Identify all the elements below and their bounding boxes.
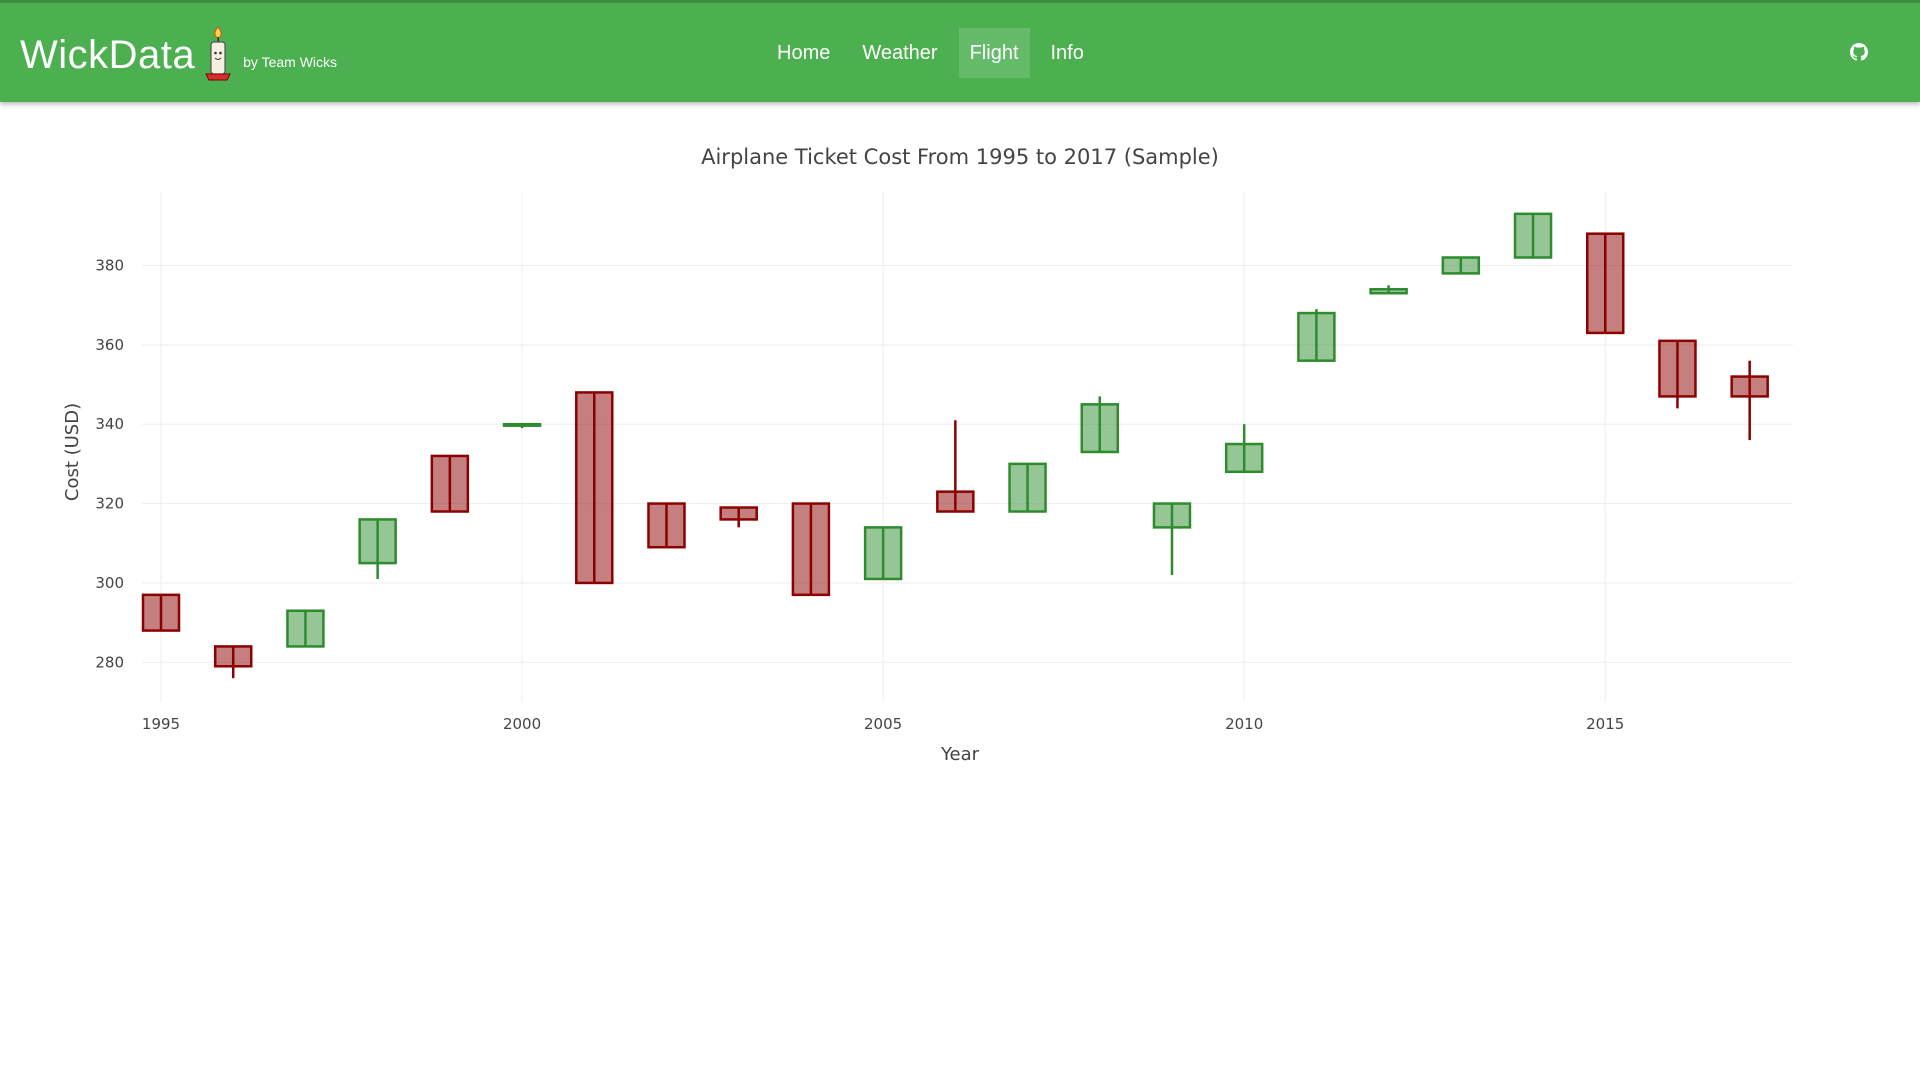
candle-body: [358, 518, 397, 565]
candle: [213, 645, 253, 679]
brand-subtitle: by Team Wicks: [243, 54, 338, 70]
candle-body: [1730, 375, 1769, 398]
y-tick-label: 280: [95, 653, 124, 671]
candle: [1441, 256, 1481, 275]
candle-body: [286, 609, 325, 648]
candle: [358, 518, 397, 579]
candle-body: [575, 391, 614, 585]
candle-body: [1297, 311, 1336, 362]
x-axis-ticks: 1995 2000 2005 2010 2015: [142, 715, 1624, 733]
candle-body: [863, 526, 903, 581]
candle: [1080, 396, 1120, 454]
candle-body: [141, 593, 181, 632]
candle: [1369, 285, 1408, 295]
y-axis-label: Cost (USD): [62, 403, 83, 501]
candle: [286, 609, 325, 648]
candle: [1585, 232, 1625, 335]
candle: [719, 506, 758, 528]
candle-body: [213, 645, 253, 668]
x-axis-label: Year: [940, 744, 980, 765]
candle: [1513, 212, 1553, 259]
x-tick-label: 2005: [864, 715, 902, 733]
nav-info[interactable]: Info: [1050, 42, 1084, 64]
nav-home[interactable]: Home: [777, 42, 831, 64]
candle-body: [936, 490, 975, 513]
candle-body: [1152, 502, 1192, 529]
candles: [141, 212, 1769, 679]
candle-body: [1658, 339, 1697, 398]
candle: [1730, 360, 1769, 441]
candle: [141, 593, 181, 632]
brand[interactable]: WickData by Team Wicks: [20, 25, 337, 85]
y-tick-label: 360: [95, 336, 124, 354]
y-tick-label: 300: [95, 574, 124, 592]
candle: [575, 391, 614, 585]
candle-body: [1008, 462, 1047, 513]
navbar: WickData by Team Wicks Home Weather Flig…: [0, 0, 1920, 102]
github-icon[interactable]: [1850, 43, 1868, 61]
brand-name[interactable]: WickData: [20, 32, 196, 77]
nav-flight[interactable]: Flight: [958, 28, 1030, 78]
candle: [1658, 339, 1697, 409]
y-tick-label: 340: [95, 415, 124, 433]
candle-body: [719, 506, 758, 521]
x-tick-label: 2015: [1586, 715, 1624, 733]
candle: [430, 454, 470, 513]
candle: [1152, 502, 1192, 575]
candle: [502, 422, 542, 429]
y-tick-label: 320: [95, 495, 124, 513]
y-axis-ticks: 280 300 320 340 360 380: [95, 256, 124, 671]
candle-body: [1369, 288, 1408, 295]
candle-body: [647, 502, 686, 549]
nav-weather[interactable]: Weather: [862, 42, 938, 64]
x-tick-label: 1995: [142, 715, 180, 733]
candle: [863, 526, 903, 581]
candle: [647, 502, 686, 549]
candle-body: [1224, 442, 1264, 474]
candle-body: [430, 454, 470, 513]
x-tick-label: 2000: [503, 715, 541, 733]
y-tick-label: 380: [95, 256, 124, 274]
x-tick-label: 2010: [1225, 715, 1263, 733]
candle-body: [791, 502, 831, 597]
candle-body: [1080, 403, 1120, 454]
nav-links: Home Weather Flight Info: [766, 28, 1105, 78]
chart-title: Airplane Ticket Cost From 1995 to 2017 (…: [701, 145, 1219, 169]
candle: [1297, 309, 1336, 362]
candle-logo-icon: [205, 26, 231, 81]
candle-body: [1513, 212, 1553, 259]
candle-body: [1441, 256, 1481, 275]
candle-body: [502, 422, 542, 427]
candle: [1008, 462, 1047, 513]
candle: [936, 420, 975, 513]
candle: [791, 502, 831, 597]
candle: [1224, 424, 1264, 474]
candle-body: [1585, 232, 1625, 335]
chart-grid: [142, 192, 1793, 702]
